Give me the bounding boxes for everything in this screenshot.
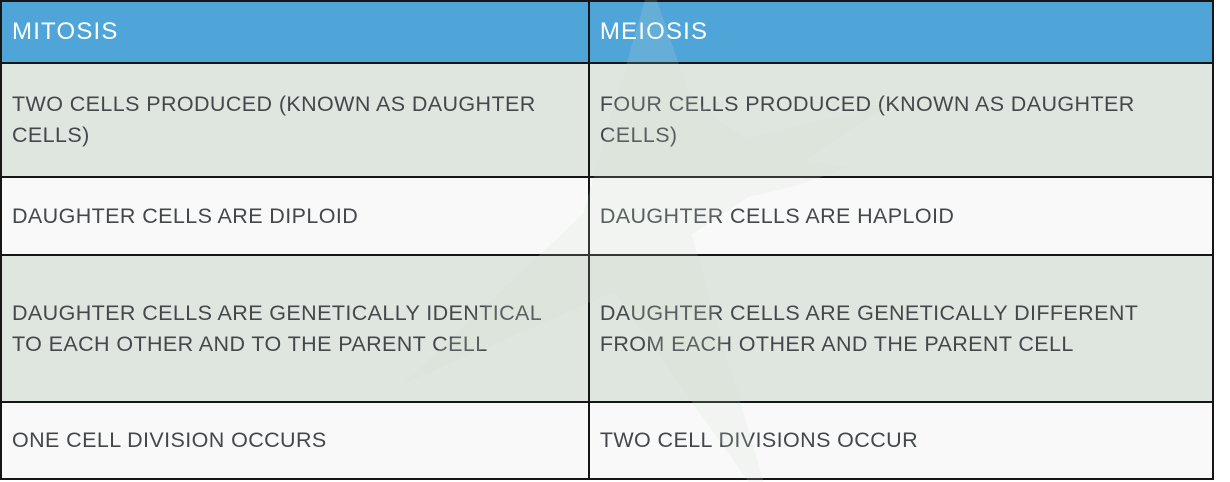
cell-meiosis-ploidy: DAUGHTER CELLS ARE HAPLOID <box>587 175 1215 257</box>
column-header-mitosis: MITOSIS <box>0 0 590 64</box>
cell-mitosis-ploidy: DAUGHTER CELLS ARE DIPLOID <box>0 175 590 257</box>
cell-meiosis-cells-produced: FOUR CELLS PRODUCED (KNOWN AS DAUGHTER C… <box>587 62 1215 178</box>
table-row: TWO CELLS PRODUCED (KNOWN AS DAUGHTER CE… <box>0 62 1215 178</box>
table-row: DAUGHTER CELLS ARE GENETICALLY IDENTICAL… <box>0 254 1215 404</box>
cell-mitosis-cells-produced: TWO CELLS PRODUCED (KNOWN AS DAUGHTER CE… <box>0 62 590 178</box>
header-row: MITOSIS MEIOSIS <box>0 0 1215 64</box>
cell-meiosis-genetics: DAUGHTER CELLS ARE GENETICALLY DIFFERENT… <box>587 254 1215 404</box>
cell-mitosis-genetics: DAUGHTER CELLS ARE GENETICALLY IDENTICAL… <box>0 254 590 404</box>
table-row: DAUGHTER CELLS ARE DIPLOID DAUGHTER CELL… <box>0 175 1215 257</box>
cell-mitosis-divisions: ONE CELL DIVISION OCCURS <box>0 401 590 480</box>
column-header-meiosis: MEIOSIS <box>587 0 1215 64</box>
cell-meiosis-divisions: TWO CELL DIVISIONS OCCUR <box>587 401 1215 480</box>
table-row: ONE CELL DIVISION OCCURS TWO CELL DIVISI… <box>0 401 1215 480</box>
